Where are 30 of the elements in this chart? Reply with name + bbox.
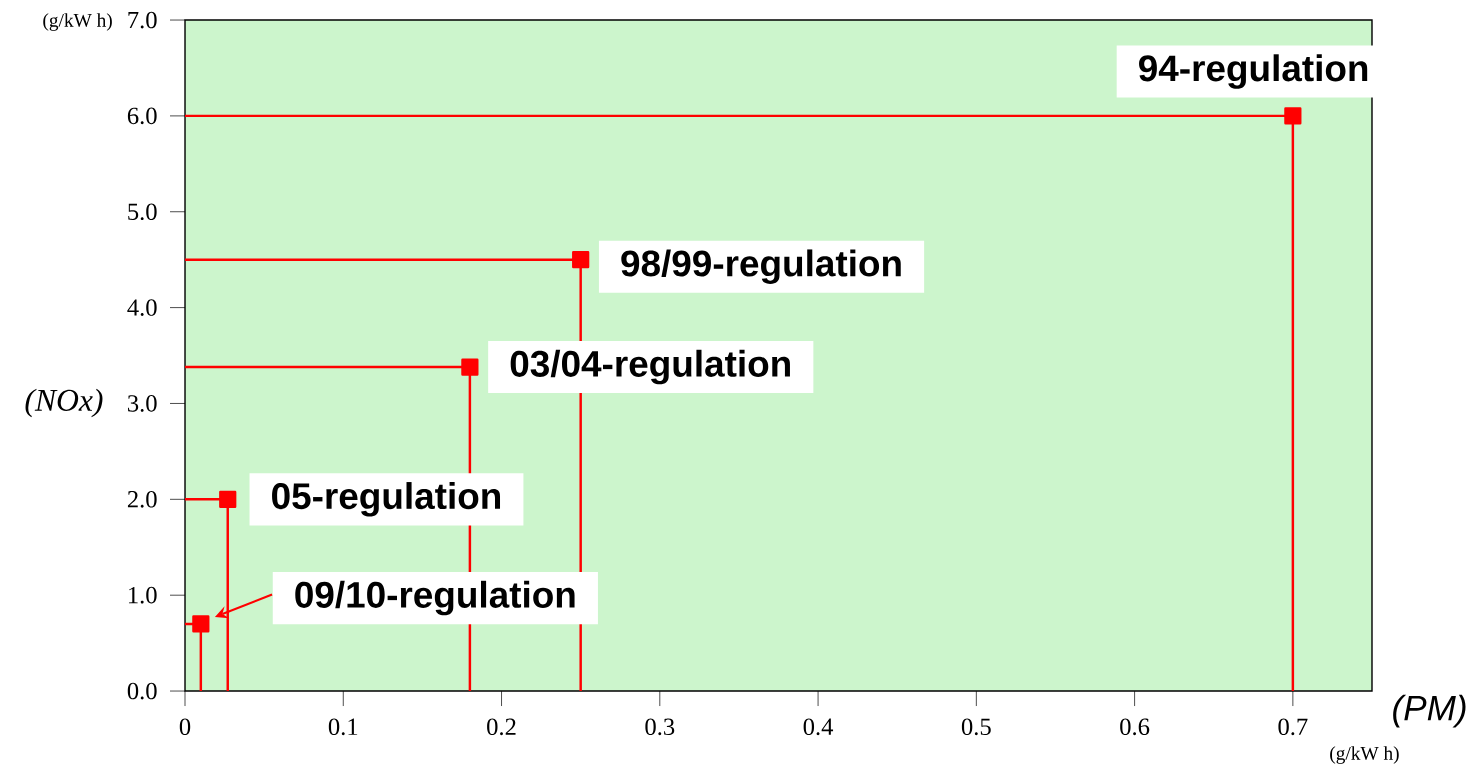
annotation: 09/10-regulation [295,581,575,616]
y-tick-label: 7.0 [128,11,157,29]
y-tick-label: 5.0 [128,203,157,221]
point [192,615,210,633]
x-tick-label: 0.5 [961,718,991,736]
x-tick-label: 0.2 [487,718,516,736]
x-tick-label: 0.4 [803,718,834,736]
text: (g/kW h) [1330,746,1399,765]
x-axis-title: (PM) [1393,694,1466,728]
text: (g/kW h) [43,13,112,32]
y-tick-label: 3.0 [128,395,157,413]
x-tick-label: 0.3 [645,718,675,736]
annotation: 98/99-regulation [621,249,901,285]
point [1284,107,1302,125]
y-axis-title: (NOx) [25,388,103,418]
annotation: 05-regulation [272,482,501,517]
y-tick-label: 1.0 [128,587,157,604]
x-tick-label: 0.7 [1278,718,1308,736]
x-tick-label: 0.6 [1120,718,1150,736]
x-tick-label: 0 [179,718,191,736]
x-tick-label: 0.1 [328,718,358,736]
point [461,358,479,376]
annotation: 03/04-regulation [510,349,790,385]
annotation: 94-regulation [1139,54,1368,90]
point [572,251,590,269]
point [219,490,237,509]
y-tick-label: 0.0 [127,682,157,700]
y-tick-label: 2.0 [127,491,157,508]
y-tick-label: 6.0 [127,107,157,125]
y-tick-label: 4.0 [127,299,157,317]
